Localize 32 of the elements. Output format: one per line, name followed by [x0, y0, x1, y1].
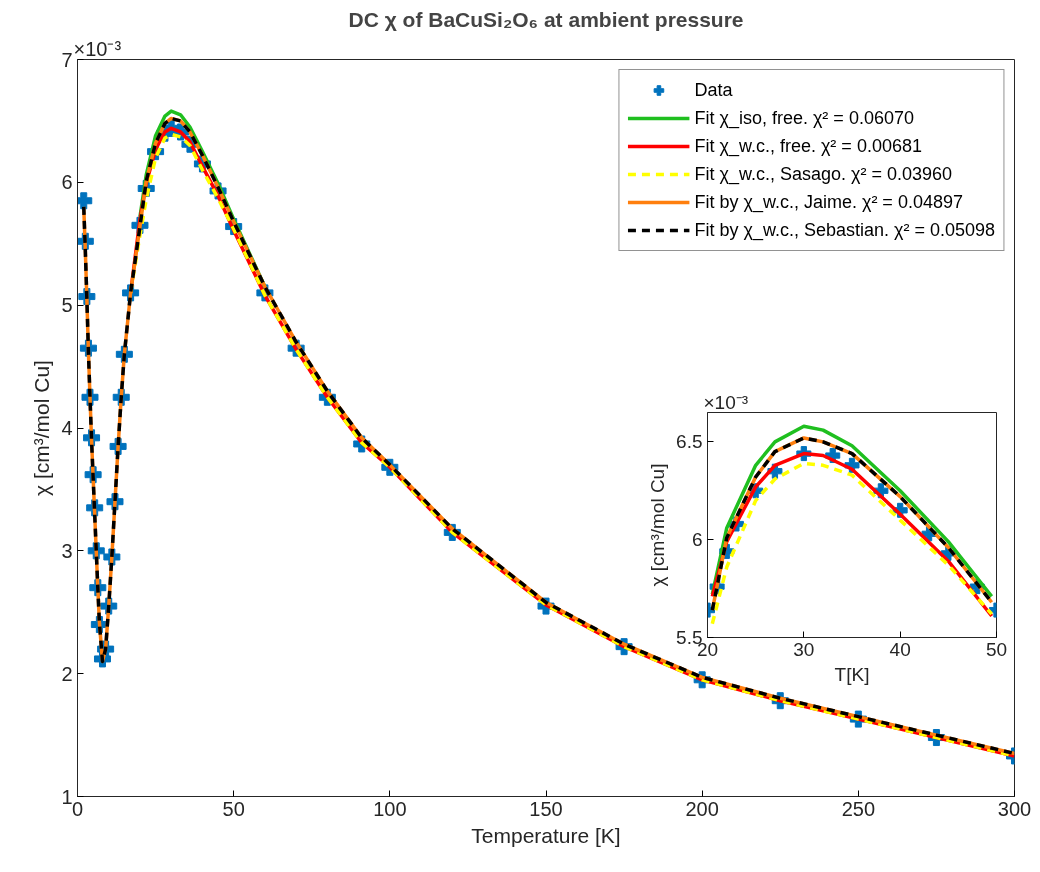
- x-tick-label: 30: [793, 638, 815, 660]
- x-tick-label: 50: [985, 638, 1008, 660]
- y-tick-label: 6: [691, 529, 703, 551]
- text: ×10⁻³: [73, 37, 122, 60]
- x-tick-label: 150: [529, 797, 563, 820]
- y-tick-label: 7: [61, 48, 73, 71]
- chart-title: DC χ of BaCuSi₂O₆ at ambient pressure: [348, 7, 744, 31]
- x-tick-label: 100: [373, 797, 407, 820]
- x-tick-label: 0: [71, 797, 84, 820]
- y-tick-label: 3: [61, 539, 73, 562]
- legend-label: Fit by χ_w.c., Sebastian. χ² = 0.05098: [694, 219, 995, 241]
- x-axis-title: Temperature [K]: [471, 823, 621, 847]
- annotation: ×10⁻³: [703, 391, 749, 413]
- y-tick-label: 5: [61, 294, 73, 317]
- y-axis-title: χ [cm³/mol Cu]: [647, 463, 669, 587]
- y-tick-label: 6.5: [676, 431, 703, 453]
- x-tick-label: 200: [685, 797, 719, 820]
- legend-label: Fit by χ_w.c., Jaime. χ² = 0.04897: [694, 191, 963, 213]
- legend-label: Fit χ_iso, free. χ² = 0.06070: [694, 107, 914, 129]
- y-tick-label: 2: [61, 662, 73, 685]
- y-axis-title: χ [cm³/mol Cu]: [30, 360, 54, 496]
- legend-label: Fit χ_w.c., Sasago. χ² = 0.03960: [694, 163, 952, 185]
- x-tick-label: 40: [889, 638, 911, 660]
- legend-label: Fit χ_w.c., free. χ² = 0.00681: [694, 135, 922, 157]
- y-tick-label: 6: [61, 171, 73, 194]
- x-tick-label: 300: [997, 797, 1032, 820]
- y-tick-label: 1: [61, 785, 73, 808]
- legend-label: Data: [694, 79, 733, 101]
- x-axis-title: T[K]: [834, 663, 870, 685]
- x-tick-label: 250: [841, 797, 876, 820]
- y-tick-label: 4: [61, 417, 73, 439]
- x-tick-label: 50: [222, 797, 245, 820]
